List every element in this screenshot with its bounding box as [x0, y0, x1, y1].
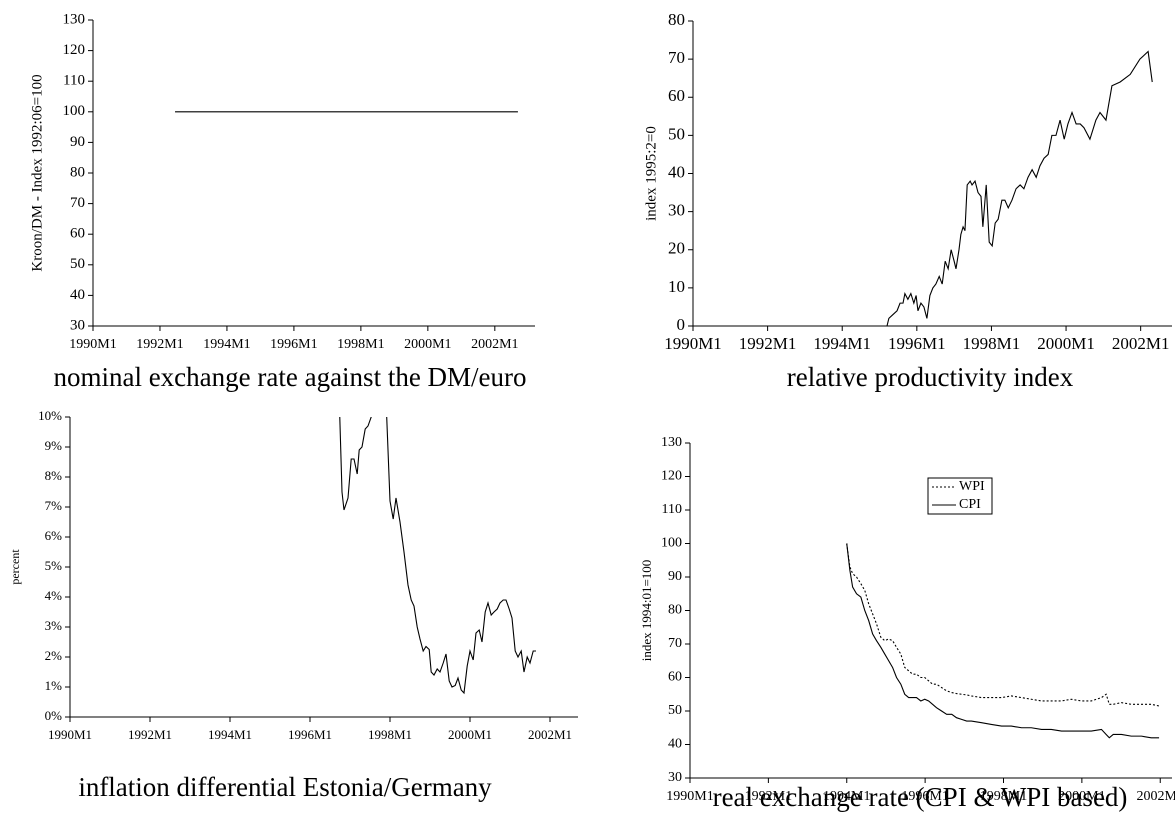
y-tick-label: 70	[70, 195, 85, 211]
y-tick-label: 60	[668, 670, 682, 685]
x-tick-label: 1998M1	[980, 789, 1027, 804]
y-tick-label: 40	[70, 287, 85, 303]
x-tick-label: 1996M1	[888, 334, 946, 353]
y-tick-label: 10	[668, 277, 685, 296]
y-tick-label: 10%	[38, 408, 62, 423]
y-tick-label: 70	[668, 48, 685, 67]
y-tick-label: 50	[70, 256, 85, 272]
data-line	[846, 543, 1160, 739]
x-tick-label: 1990M1	[48, 727, 92, 742]
y-tick-label: 6%	[45, 528, 63, 543]
y-tick-label: 40	[668, 737, 682, 752]
x-tick-label: 1994M1	[823, 789, 870, 804]
x-tick-label: 1994M1	[203, 337, 250, 352]
y-axis-label: Kroon/DM - Index 1992:06=100	[29, 74, 45, 271]
y-tick-label: 90	[70, 134, 85, 150]
y-tick-label: 110	[63, 73, 85, 89]
chart-title: relative productivity index	[787, 362, 1074, 392]
y-tick-label: 60	[668, 86, 685, 105]
y-tick-label: 5%	[45, 558, 63, 573]
y-axis-label: index 1994:01=100	[639, 560, 654, 662]
legend-label: WPI	[959, 479, 985, 494]
y-tick-label: 100	[63, 103, 86, 119]
y-tick-label: 80	[668, 10, 685, 29]
x-tick-label: 1998M1	[963, 334, 1021, 353]
x-tick-label: 1990M1	[664, 334, 722, 353]
x-tick-label: 1996M1	[270, 337, 317, 352]
y-tick-label: 120	[63, 42, 86, 58]
y-tick-label: 110	[662, 502, 682, 517]
x-tick-label: 2000M1	[404, 337, 451, 352]
y-tick-label: 3%	[45, 618, 63, 633]
x-tick-label: 1998M1	[368, 727, 412, 742]
y-tick-label: 120	[661, 469, 682, 484]
y-tick-label: 70	[668, 636, 682, 651]
x-tick-label: 1990M1	[69, 337, 116, 352]
x-tick-label: 2002M1	[471, 337, 518, 352]
y-tick-label: 100	[661, 536, 682, 551]
x-tick-label: 1994M1	[208, 727, 252, 742]
plot-area	[886, 50, 1153, 326]
y-tick-label: 60	[70, 226, 85, 242]
y-axis-label: index 1995:2=0	[643, 126, 659, 221]
y-tick-label: 80	[70, 164, 85, 180]
x-tick-label: 2002M1	[1112, 334, 1170, 353]
y-tick-label: 80	[668, 603, 682, 618]
x-tick-label: 2000M1	[1037, 334, 1095, 353]
y-tick-label: 2%	[45, 648, 63, 663]
x-tick-label: 1994M1	[813, 334, 871, 353]
x-tick-label: 2002M1	[528, 727, 572, 742]
y-tick-label: 30	[668, 201, 685, 220]
y-tick-label: 0%	[45, 708, 63, 723]
data-line	[339, 417, 536, 695]
x-tick-label: 1992M1	[745, 789, 792, 804]
y-tick-label: 50	[668, 703, 682, 718]
legend-label: CPI	[959, 497, 981, 512]
y-tick-label: 130	[63, 11, 86, 27]
y-tick-label: 0	[677, 315, 686, 334]
y-tick-label: 7%	[45, 498, 63, 513]
legend-box	[927, 477, 993, 515]
plot-area	[846, 543, 1160, 739]
y-tick-label: 30	[668, 770, 682, 785]
x-tick-label: 1996M1	[901, 789, 948, 804]
x-tick-label: 2002M1	[1137, 789, 1175, 804]
x-tick-label: 2000M1	[448, 727, 492, 742]
x-tick-label: 1990M1	[666, 789, 713, 804]
x-tick-label: 2000M1	[1058, 789, 1105, 804]
plot-area	[339, 417, 536, 695]
data-line	[886, 50, 1153, 326]
y-tick-label: 4%	[45, 588, 63, 603]
y-tick-label: 1%	[45, 678, 63, 693]
y-tick-label: 90	[668, 569, 682, 584]
y-axis-label: percent	[8, 549, 22, 585]
y-tick-label: 9%	[45, 438, 63, 453]
chart-title: nominal exchange rate against the DM/eur…	[53, 362, 526, 392]
y-tick-label: 50	[668, 124, 685, 143]
y-tick-label: 130	[661, 435, 682, 450]
x-tick-label: 1992M1	[739, 334, 797, 353]
chart-title: inflation differential Estonia/Germany	[78, 772, 492, 802]
y-tick-label: 30	[70, 317, 85, 333]
chart-title: real exchange rate (CPI & WPI based)	[713, 782, 1128, 812]
x-tick-label: 1996M1	[288, 727, 332, 742]
y-tick-label: 40	[668, 162, 685, 181]
data-line	[846, 543, 1160, 707]
x-tick-label: 1998M1	[337, 337, 384, 352]
y-tick-label: 8%	[45, 468, 63, 483]
x-tick-label: 1992M1	[136, 337, 183, 352]
y-tick-label: 20	[668, 239, 685, 258]
x-tick-label: 1992M1	[128, 727, 172, 742]
